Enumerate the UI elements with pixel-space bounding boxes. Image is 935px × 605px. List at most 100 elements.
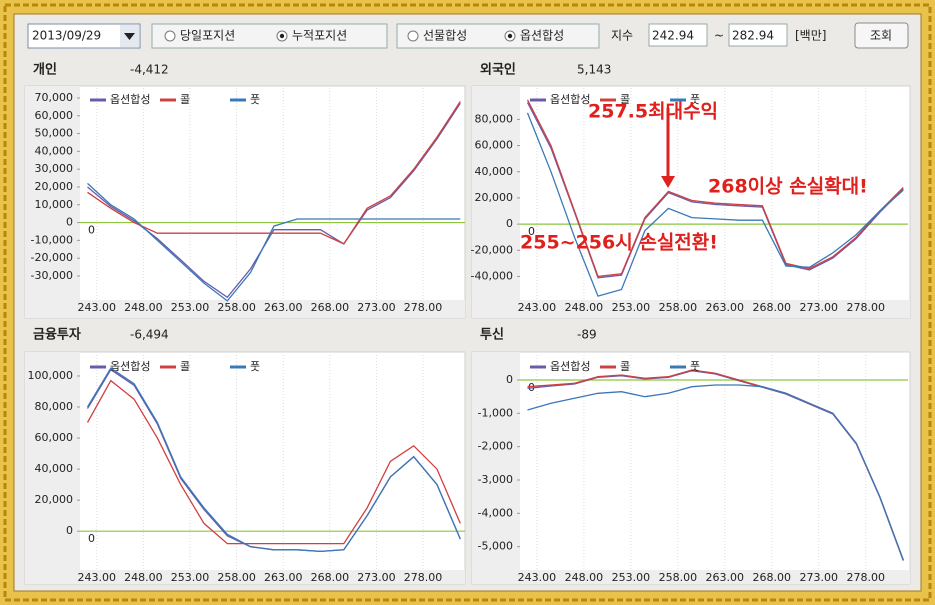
x-tick-label: 253.00 — [612, 571, 651, 584]
x-tick-label: 263.00 — [706, 571, 745, 584]
index-from: 242.94 — [652, 29, 694, 43]
annotation: 257.5최대수익 — [588, 101, 718, 123]
legend-label: 풋 — [250, 360, 260, 373]
legend-label: 풋 — [690, 93, 700, 106]
annotation: 268이상 손실확대! — [708, 175, 868, 198]
y-tick-label: 20,000 — [35, 493, 74, 506]
y-tick-label: -30,000 — [31, 269, 73, 282]
annotation: 255~256시 손실전환! — [520, 232, 718, 254]
y-tick-label: 60,000 — [35, 109, 74, 122]
series-line — [86, 379, 461, 545]
x-tick-label: 258.00 — [659, 301, 698, 314]
radio-label[interactable]: 옵션합성 — [520, 29, 564, 43]
query-button[interactable] — [854, 22, 909, 49]
date-value: 2013/09/29 — [32, 29, 101, 43]
x-tick-label: 278.00 — [404, 571, 443, 584]
x-tick-label: 268.00 — [311, 571, 350, 584]
x-tick-label: 248.00 — [124, 571, 163, 584]
y-tick-label: -20,000 — [471, 243, 513, 256]
series-line — [527, 384, 904, 561]
radio-label[interactable]: 누적포지션 — [292, 29, 347, 43]
y-tick-label: 80,000 — [475, 112, 514, 125]
legend-label: 풋 — [250, 93, 260, 106]
radio-dot — [507, 33, 513, 39]
index-from-input[interactable] — [648, 23, 708, 47]
x-tick-label: 258.00 — [217, 571, 256, 584]
plot-label-area — [472, 86, 520, 318]
y-tick-label: 60,000 — [35, 431, 74, 444]
legend-label: 옵션합성 — [110, 93, 150, 106]
plot-panel — [24, 351, 466, 585]
query-label[interactable]: 조회 — [870, 29, 892, 43]
y-tick-label: -4,000 — [478, 506, 513, 519]
x-tick-label: 253.00 — [171, 571, 210, 584]
y-tick-label: 30,000 — [35, 162, 74, 175]
x-tick-label: 258.00 — [217, 301, 256, 314]
legend-label: 옵션합성 — [550, 360, 590, 373]
x-tick-label: 278.00 — [846, 571, 885, 584]
panel-title: 외국인 — [480, 62, 516, 78]
y-tick-label: 0 — [506, 373, 513, 386]
y-tick-label: 0 — [66, 524, 73, 537]
series-line — [87, 182, 461, 302]
y-tick-label: -40,000 — [471, 269, 513, 282]
synth-group — [396, 23, 600, 49]
panel-title: 투신 — [480, 328, 504, 343]
x-tick-label: 263.00 — [706, 301, 745, 314]
x-tick-label: 278.00 — [404, 301, 443, 314]
x-tick-label: 253.00 — [612, 301, 651, 314]
x-tick-label: 248.00 — [565, 301, 604, 314]
reference-label: 0 — [88, 224, 95, 237]
y-tick-label: -1,000 — [478, 406, 513, 419]
x-tick-label: 263.00 — [264, 301, 303, 314]
combo-arrow — [124, 33, 135, 40]
legend-label: 옵션합성 — [550, 93, 590, 106]
x-tick-label: 253.00 — [171, 301, 210, 314]
x-tick-label: 248.00 — [124, 301, 163, 314]
y-tick-label: 40,000 — [475, 165, 514, 178]
plot-label-area — [25, 86, 80, 318]
range-sep: ~ — [714, 29, 724, 43]
x-tick-label: 243.00 — [518, 571, 557, 584]
annotation-arrowhead — [661, 176, 675, 188]
legend-label: 콜 — [180, 360, 190, 373]
y-tick-label: 60,000 — [475, 139, 514, 152]
legend-label: 콜 — [180, 93, 190, 106]
radio[interactable] — [164, 30, 176, 42]
plot-label-area — [472, 352, 520, 584]
y-tick-label: 70,000 — [35, 91, 74, 104]
radio-label[interactable]: 선물합성 — [423, 29, 467, 43]
reference-label: 0 — [528, 225, 535, 238]
x-tick-label: 268.00 — [311, 301, 350, 314]
y-tick-label: -5,000 — [478, 540, 513, 553]
index-to: 282.94 — [732, 29, 774, 43]
x-tick-label: 273.00 — [357, 571, 396, 584]
x-tick-label: 273.00 — [800, 301, 839, 314]
index-to-input[interactable] — [728, 23, 788, 47]
x-tick-label: 278.00 — [846, 301, 885, 314]
radio-dot — [279, 33, 285, 39]
radio-label[interactable]: 당일포지션 — [180, 29, 235, 43]
x-tick-label: 268.00 — [753, 571, 792, 584]
x-tick-label: 243.00 — [518, 301, 557, 314]
legend-label: 콜 — [620, 93, 630, 106]
reference-label: 0 — [88, 532, 95, 545]
panel-title: 개인 — [33, 62, 57, 78]
position-group — [151, 23, 388, 49]
x-label-area — [25, 570, 465, 584]
x-label-area — [472, 300, 910, 318]
y-tick-label: -2,000 — [478, 440, 513, 453]
index-label: 지수 — [611, 29, 633, 43]
x-tick-label: 273.00 — [800, 571, 839, 584]
x-tick-label: 268.00 — [753, 301, 792, 314]
y-tick-label: 20,000 — [35, 180, 74, 193]
legend-label: 풋 — [690, 360, 700, 373]
x-tick-label: 273.00 — [357, 301, 396, 314]
panel-total: -6,494 — [130, 328, 169, 342]
x-label-area — [472, 570, 910, 584]
plot-panel — [471, 351, 911, 585]
y-tick-label: 40,000 — [35, 144, 74, 157]
radio[interactable] — [407, 30, 419, 42]
legend-label: 옵션합성 — [110, 360, 150, 373]
